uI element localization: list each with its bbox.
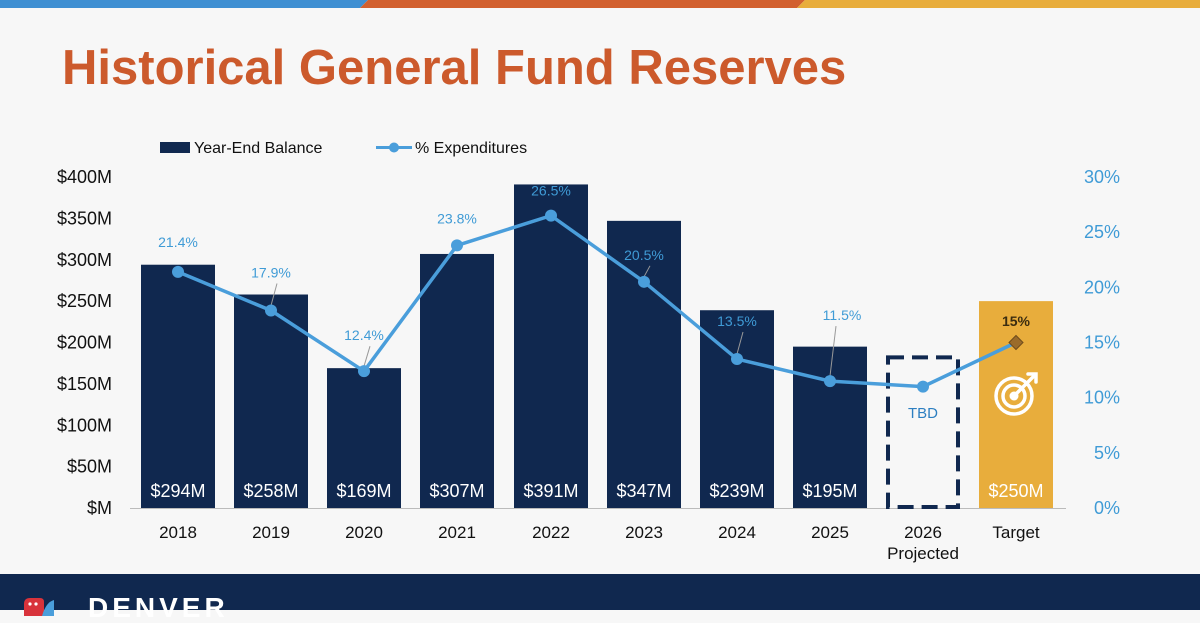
footer-logo-text: DENVER xyxy=(88,592,229,623)
bar xyxy=(514,184,588,508)
label-leader-line xyxy=(363,346,371,367)
x-axis-tick-label: 2022 xyxy=(532,523,570,542)
expenditures-point xyxy=(638,275,650,288)
target-bullseye-icon xyxy=(994,372,1038,416)
expenditures-point xyxy=(917,380,929,393)
legend-line-label: % Expenditures xyxy=(415,140,527,157)
target-point-marker xyxy=(1008,334,1024,351)
right-axis-tick-label: 5% xyxy=(1094,443,1120,463)
left-axis-tick-label: $50M xyxy=(67,457,112,477)
top-color-stripe xyxy=(0,0,1200,8)
bar-value-label: $347M xyxy=(616,481,671,501)
top-stripe-blue xyxy=(0,0,368,8)
footer-bar: DENVER xyxy=(0,574,1200,622)
bar xyxy=(234,294,308,508)
left-axis-tick-label: $M xyxy=(87,498,112,518)
expenditures-line xyxy=(177,213,1017,389)
top-stripe-gold xyxy=(797,0,1200,8)
expenditures-point xyxy=(824,375,836,388)
x-axis-tick-label: 2019 xyxy=(252,523,290,542)
expenditures-point-label: 12.4% xyxy=(344,327,384,343)
top-stripe-orange xyxy=(360,0,805,8)
left-axis-tick-label: $100M xyxy=(57,415,112,435)
expenditures-point xyxy=(172,265,184,278)
legend-bar-swatch xyxy=(160,142,190,153)
x-axis-tick-label: 2024 xyxy=(718,523,756,542)
right-axis-tick-label: 30% xyxy=(1084,167,1120,187)
bar-value-label: $307M xyxy=(429,481,484,501)
x-axis-tick-label: 2023 xyxy=(625,523,663,542)
label-leader-line xyxy=(736,331,744,355)
right-axis-tick-label: 20% xyxy=(1084,277,1120,297)
right-axis-tick-label: 15% xyxy=(1084,333,1120,353)
bar xyxy=(607,220,681,509)
left-axis-tick-label: $350M xyxy=(57,208,112,228)
bar-value-label: $239M xyxy=(709,481,764,501)
right-axis-tick-label: 25% xyxy=(1084,222,1120,242)
denver-logo-icon xyxy=(24,598,54,616)
reserves-chart: Year-End Balance % Expenditures $M $50M $100… xyxy=(57,140,1120,563)
bar xyxy=(327,368,401,508)
expenditures-point xyxy=(358,365,370,378)
bar xyxy=(700,310,774,508)
bar-value-label: $294M xyxy=(150,481,205,501)
x-axis-tick-label: 2025 xyxy=(811,523,849,542)
expenditures-point-label: 13.5% xyxy=(717,313,757,329)
left-axis-tick-label: $250M xyxy=(57,291,112,311)
bar xyxy=(141,264,215,508)
x-axis-tick-label: 2021 xyxy=(438,523,476,542)
bar-value-label: $195M xyxy=(802,481,857,501)
x-axis-tick-label: 2018 xyxy=(159,523,197,542)
bar-value-label: $169M xyxy=(336,481,391,501)
expenditures-point-label: 11.5% xyxy=(823,307,862,323)
left-axis-tick-label: $150M xyxy=(57,374,112,394)
expenditures-point-label: 20.5% xyxy=(624,247,664,263)
bar-value-label: $391M xyxy=(523,481,578,501)
expenditures-point xyxy=(545,209,557,222)
bar-projected-label: TBD xyxy=(908,405,938,422)
bar-value-label: $250M xyxy=(988,481,1043,501)
x-axis-tick-label: Target xyxy=(992,523,1040,542)
right-axis-tick-label: 0% xyxy=(1094,498,1120,518)
page-title: Historical General Fund Reserves xyxy=(62,41,847,95)
expenditures-point-label: 17.9% xyxy=(251,265,291,281)
legend-bar-label: Year-End Balance xyxy=(194,140,322,157)
bar-target xyxy=(979,301,1053,508)
left-axis-tick-label: $200M xyxy=(57,333,112,353)
bar-value-label: $258M xyxy=(243,481,298,501)
target-percent-label: 15% xyxy=(1002,313,1031,329)
label-leader-line xyxy=(270,283,278,306)
bar xyxy=(420,253,494,508)
x-axis-tick-label: 2026 Projected xyxy=(887,523,959,563)
label-leader-line xyxy=(829,326,837,377)
expenditures-point xyxy=(731,353,743,366)
bar-projected xyxy=(886,355,960,509)
label-leader-line xyxy=(643,265,651,278)
expenditures-point-label: 26.5% xyxy=(531,183,571,199)
left-axis-tick-label: $300M xyxy=(57,250,112,270)
expenditures-point xyxy=(451,239,463,252)
left-axis-tick-label: $400M xyxy=(57,167,112,187)
expenditures-point-label: 23.8% xyxy=(437,210,477,226)
expenditures-point-label: 21.4% xyxy=(158,234,198,250)
x-axis-tick-label: 2020 xyxy=(345,523,383,542)
right-axis-tick-label: 10% xyxy=(1084,388,1120,408)
expenditures-point xyxy=(265,304,277,317)
legend-line-marker xyxy=(389,142,399,153)
